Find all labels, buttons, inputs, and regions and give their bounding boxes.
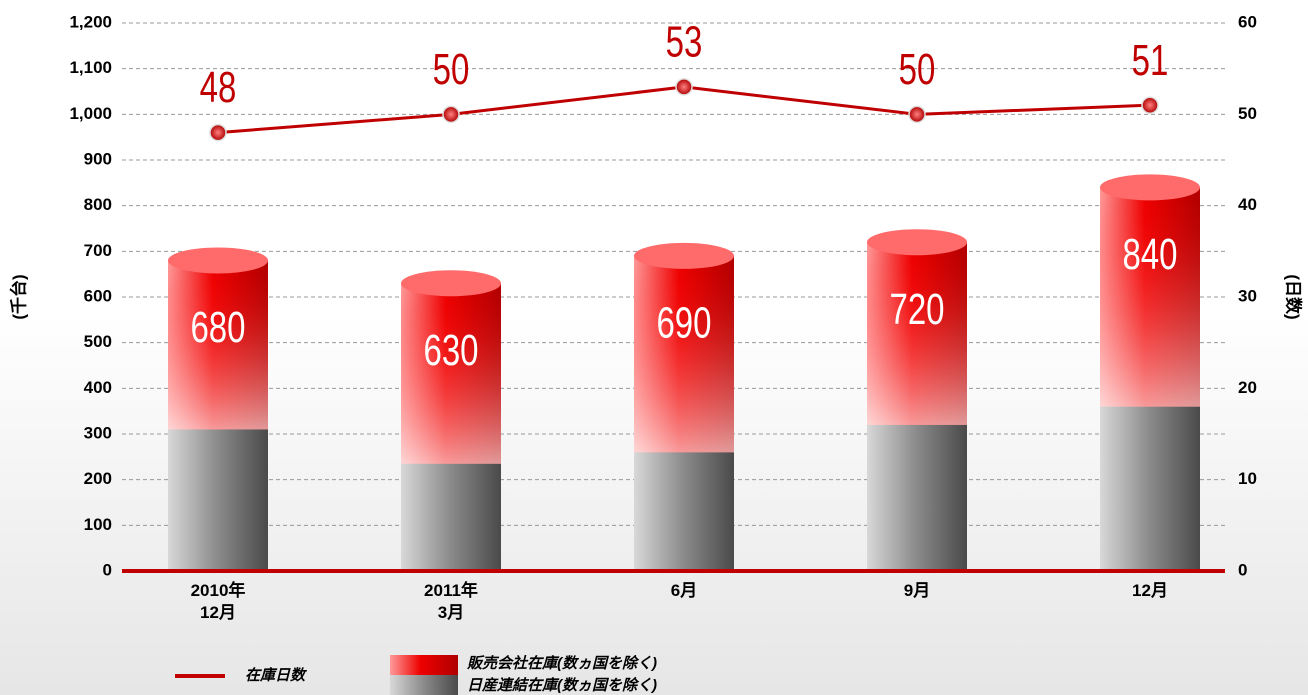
y2-tick-label: 10 — [1238, 469, 1257, 488]
y-tick-label: 100 — [84, 515, 112, 534]
bar-top — [168, 247, 268, 274]
y-tick-label: 600 — [84, 286, 112, 305]
bar-shade — [168, 260, 268, 430]
total-label: 630 — [423, 326, 478, 375]
line-point — [209, 123, 227, 142]
legend-swatch — [390, 655, 458, 675]
legend-label: 在庫日数 — [245, 667, 308, 684]
x-tick-label: 12月 — [1132, 581, 1168, 600]
y2-tick-label: 0 — [1238, 560, 1247, 579]
y-tick-label: 200 — [84, 469, 112, 488]
line-point — [442, 105, 460, 124]
x-tick-label: 2010年 12月 — [190, 581, 246, 622]
y-axis-label: (千台) — [8, 274, 28, 319]
y2-tick-label: 20 — [1238, 378, 1257, 397]
bar-top — [401, 270, 501, 297]
bar-segment — [867, 424, 967, 571]
bar-top — [634, 242, 734, 269]
x-tick-label: 9月 — [903, 581, 931, 600]
y2-axis-label: (日数) — [1284, 274, 1304, 319]
y-tick-label: 0 — [103, 560, 112, 579]
bar-shade — [1100, 187, 1200, 407]
total-label: 690 — [656, 299, 711, 348]
bar-shade — [401, 283, 501, 464]
y-tick-label: 1,200 — [69, 12, 112, 31]
line-value-label: 51 — [1132, 36, 1169, 85]
x-tick-label: 6月 — [670, 581, 698, 600]
y-tick-label: 700 — [84, 241, 112, 260]
x-tick-label: 2011年 3月 — [424, 581, 478, 622]
y-tick-label: 1,000 — [69, 104, 112, 123]
y2-tick-label: 50 — [1238, 104, 1257, 123]
line-value-label: 50 — [899, 45, 936, 94]
bar-segment — [401, 463, 501, 571]
line-value-label: 53 — [666, 18, 703, 67]
legend-label: 販売会社在庫(数ヵ国を除く) — [467, 654, 657, 672]
y-tick-label: 400 — [84, 378, 112, 397]
line-value-label: 50 — [433, 45, 470, 94]
line-point — [908, 105, 926, 124]
bar-top — [1100, 174, 1200, 201]
line-value-label: 48 — [200, 64, 237, 113]
bar-top — [867, 229, 967, 256]
y-tick-label: 500 — [84, 332, 112, 351]
y2-tick-label: 60 — [1238, 12, 1257, 31]
y-tick-label: 900 — [84, 149, 112, 168]
y-tick-label: 800 — [84, 195, 112, 214]
y-tick-label: 1,100 — [69, 58, 112, 77]
legend-swatch — [390, 675, 458, 695]
bar-segment — [634, 452, 734, 571]
y-tick-label: 300 — [84, 423, 112, 442]
bar-shade — [867, 242, 967, 425]
total-label: 680 — [190, 304, 245, 353]
y2-tick-label: 40 — [1238, 195, 1257, 214]
line-point — [1141, 96, 1159, 114]
total-label: 840 — [1122, 231, 1177, 280]
bar-segment — [168, 429, 268, 571]
total-label: 720 — [889, 285, 944, 334]
bar-segment — [1100, 406, 1200, 571]
line-point — [675, 78, 693, 96]
legend-label: 日産連結在庫(数ヵ国を除く) — [467, 676, 657, 694]
bar-shade — [634, 255, 734, 453]
y2-tick-label: 30 — [1238, 286, 1257, 305]
